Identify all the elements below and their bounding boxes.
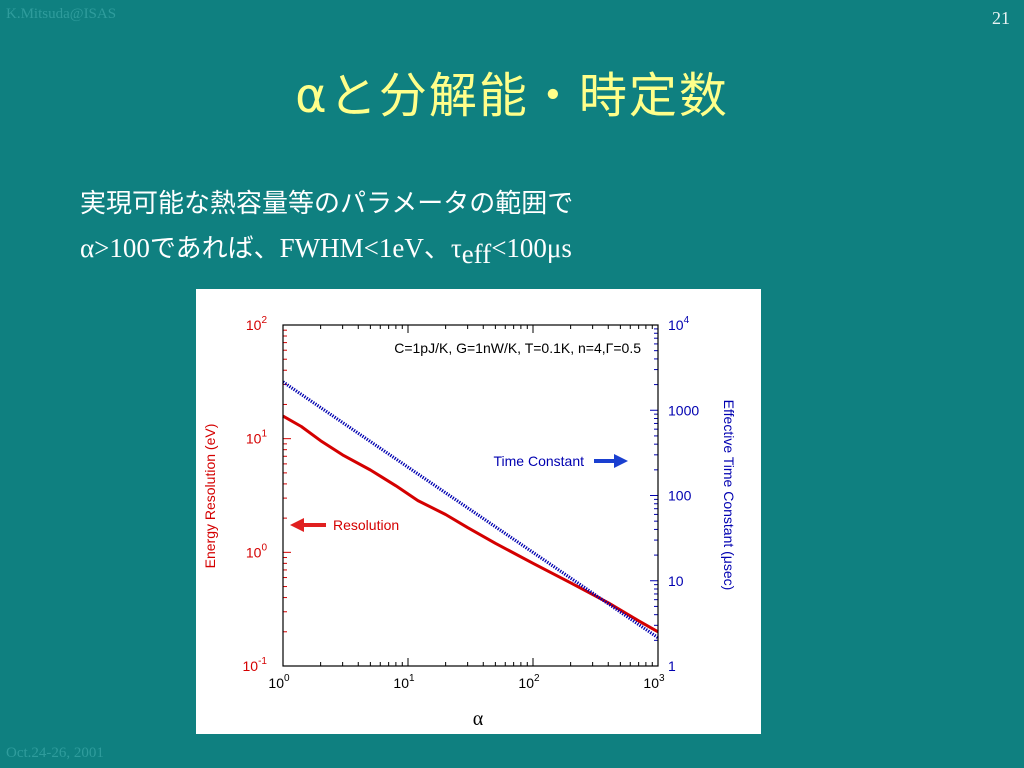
chart-panel: 100 101 102 103 102 101 100 10-1 104 1000 100 10 1 C… [196, 289, 761, 734]
x-tick-label: 101 [393, 673, 415, 691]
y-axis-label-left: Energy Resolution (eV) [202, 424, 218, 569]
y-right-tick-label: 10 [668, 573, 684, 589]
y-axis-label-right: Effective Time Constant (μsec) [721, 400, 737, 591]
tick-marks [282, 324, 659, 667]
y-left-tick-label: 101 [246, 429, 268, 447]
alpha-condition: α>100 [80, 233, 150, 263]
author-label: K.Mitsuda@ISAS [6, 6, 117, 22]
y-right-tick-label: 104 [668, 315, 690, 333]
time-constant-annotation: Time Constant [493, 453, 584, 469]
tau-subscript: eff [461, 239, 492, 269]
y-right-tick-label: 100 [668, 488, 692, 504]
y-right-tick-label: 1 [668, 658, 676, 674]
y-left-tick-label: 100 [246, 542, 268, 560]
right-arrow-icon [594, 454, 628, 468]
slide-body: 実現可能な熱容量等のパラメータの範囲で α>100であれば、FWHM<1eV、τ… [80, 182, 573, 276]
conjunction-text: であれば、 [149, 234, 280, 264]
chart-title: C=1pJ/K, G=1nW/K, T=0.1K, n=4,Γ=0.5 [394, 340, 641, 356]
page-number: 21 [992, 8, 1010, 28]
series-line-resolution [282, 414, 659, 634]
resolution-annotation: Resolution [333, 517, 399, 533]
x-tick-label: 102 [518, 673, 540, 691]
x-tick-label: 100 [268, 673, 290, 691]
series-line-time-constant [282, 380, 659, 640]
left-arrow-icon [290, 518, 326, 532]
y-left-tick-label: 102 [246, 315, 268, 333]
fwhm-condition: FWHM<1eV、τ [279, 233, 462, 263]
tau-condition: <100μs [491, 233, 572, 263]
x-axis-label: α [473, 708, 484, 730]
y-right-tick-label: 1000 [668, 402, 699, 418]
plot-frame [282, 324, 659, 667]
body-line-2: α>100であれば、FWHM<1eV、τeff<100μs [80, 226, 573, 276]
series-layer [282, 380, 659, 640]
slide-title: αと分解能・時定数 [295, 68, 729, 124]
x-tick-label: 103 [643, 673, 665, 691]
date-label: Oct.24-26, 2001 [6, 745, 104, 761]
y-left-tick-label: 10-1 [243, 656, 268, 674]
body-line-1: 実現可能な熱容量等のパラメータの範囲で [80, 189, 574, 219]
